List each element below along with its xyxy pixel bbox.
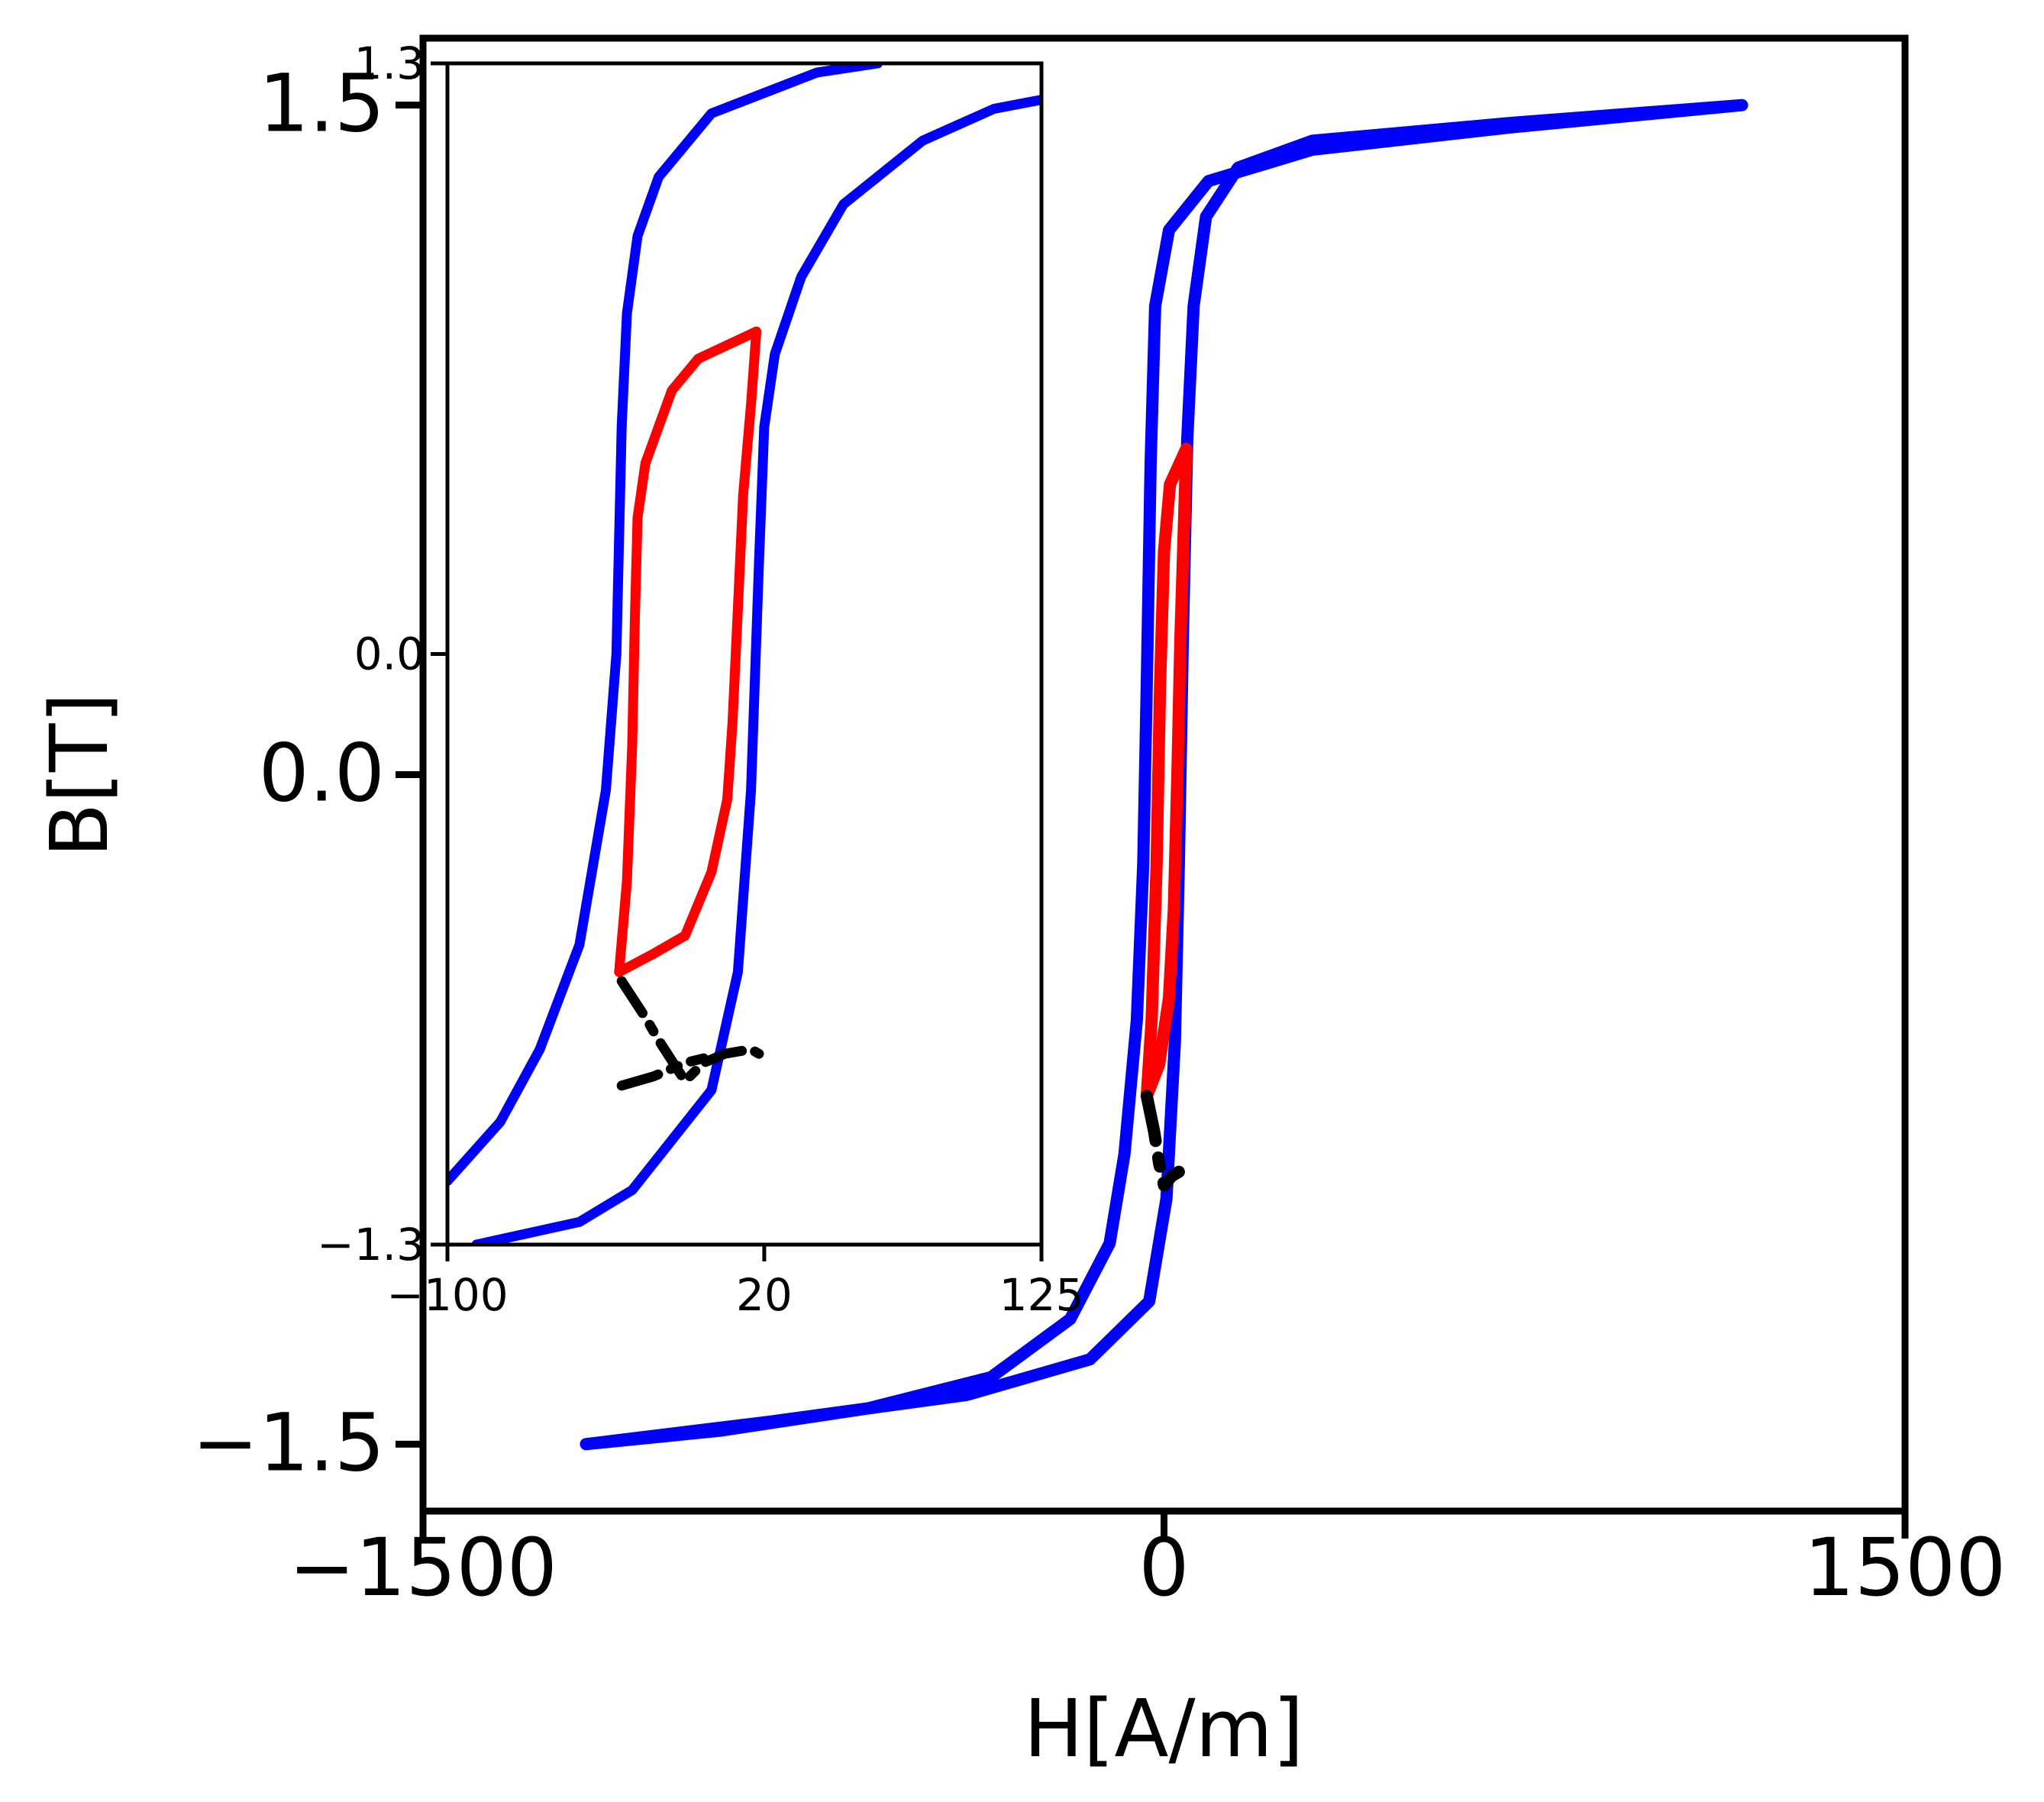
x-axis-title: H[A/m] [1024,1682,1304,1775]
inset-x-tick-label: 125 [999,1269,1084,1321]
inset-plot-background [447,63,1041,1245]
inset-plot: −100 20 125 −1.3 0.0 1.3 [317,37,1083,1321]
main-series-group [580,98,1749,1451]
inset-y-tick-label: 0.0 [354,628,425,680]
main-x-tick-label: 0 [1138,1521,1189,1614]
inset-series-line-4 [616,976,764,1087]
main-y-tick-label: −1.5 [192,1396,385,1489]
inset-series-line-3 [614,326,762,977]
inset-series-line-5 [616,1053,709,1091]
main-x-tick-label: −1500 [289,1521,557,1614]
inset-series-line-2 [471,95,1041,1245]
inset-series-line-1 [447,63,883,1187]
inset-y-tick-label: 1.3 [354,37,425,89]
inset-series-group [447,63,1041,1245]
main-tick-group: −1500 0 1500 −1.5 0.0 1.5 [192,57,2006,1614]
y-axis-title: B[T] [33,693,126,857]
main-plot: −1500 0 1500 −1.5 0.0 1.5 H[A/m] B[T] [33,34,2006,1775]
inset-x-tick-label: −100 [386,1269,508,1321]
inset-x-tick-label: 20 [736,1269,793,1321]
main-series-line-3 [1140,1090,1185,1192]
inset-tick-group: −100 20 125 −1.3 0.0 1.3 [317,37,1083,1321]
main-y-tick-label: 0.0 [259,727,385,820]
inset-y-tick-label: −1.3 [317,1219,425,1271]
main-series-line-2 [1140,442,1193,1103]
main-y-tick-label: 1.5 [259,57,385,150]
main-x-tick-label: 1500 [1804,1521,2007,1614]
